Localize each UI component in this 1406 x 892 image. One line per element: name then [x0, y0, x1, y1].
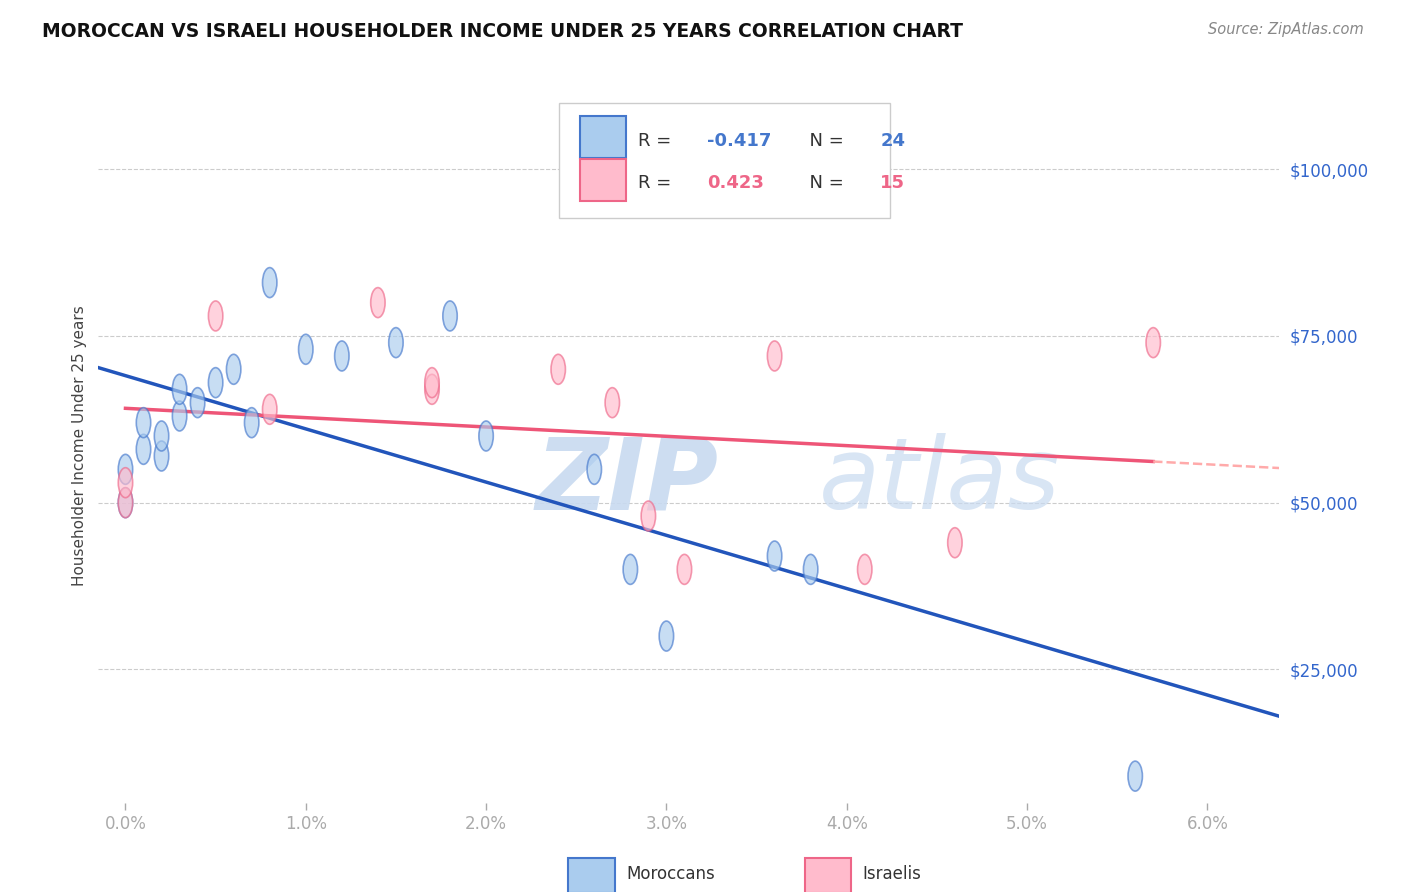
- Text: R =: R =: [638, 175, 683, 193]
- Ellipse shape: [371, 287, 385, 318]
- Ellipse shape: [263, 268, 277, 298]
- Text: N =: N =: [797, 175, 849, 193]
- Ellipse shape: [173, 401, 187, 431]
- Ellipse shape: [443, 301, 457, 331]
- Text: 24: 24: [880, 132, 905, 150]
- Ellipse shape: [118, 488, 132, 517]
- Y-axis label: Householder Income Under 25 years: Householder Income Under 25 years: [72, 306, 87, 586]
- Ellipse shape: [425, 368, 439, 398]
- Ellipse shape: [948, 528, 962, 558]
- Ellipse shape: [803, 554, 818, 584]
- Ellipse shape: [641, 501, 655, 531]
- Text: ZIP: ZIP: [536, 434, 718, 530]
- Text: MOROCCAN VS ISRAELI HOUSEHOLDER INCOME UNDER 25 YEARS CORRELATION CHART: MOROCCAN VS ISRAELI HOUSEHOLDER INCOME U…: [42, 22, 963, 41]
- Ellipse shape: [208, 368, 222, 398]
- Ellipse shape: [118, 454, 132, 484]
- Ellipse shape: [388, 327, 404, 358]
- Ellipse shape: [190, 388, 205, 417]
- Ellipse shape: [479, 421, 494, 451]
- Ellipse shape: [659, 621, 673, 651]
- Ellipse shape: [245, 408, 259, 438]
- Ellipse shape: [623, 554, 637, 584]
- Text: atlas: atlas: [818, 434, 1060, 530]
- Ellipse shape: [136, 434, 150, 465]
- Ellipse shape: [768, 541, 782, 571]
- Ellipse shape: [118, 467, 132, 498]
- Text: 0.423: 0.423: [707, 175, 763, 193]
- Ellipse shape: [588, 454, 602, 484]
- Ellipse shape: [118, 488, 132, 517]
- Ellipse shape: [605, 388, 620, 417]
- Ellipse shape: [155, 441, 169, 471]
- FancyBboxPatch shape: [804, 858, 851, 892]
- Ellipse shape: [768, 341, 782, 371]
- Ellipse shape: [335, 341, 349, 371]
- Ellipse shape: [678, 554, 692, 584]
- Text: R =: R =: [638, 132, 678, 150]
- Ellipse shape: [208, 301, 222, 331]
- Ellipse shape: [858, 554, 872, 584]
- Ellipse shape: [1146, 327, 1160, 358]
- FancyBboxPatch shape: [581, 116, 626, 159]
- Text: -0.417: -0.417: [707, 132, 770, 150]
- Ellipse shape: [1128, 761, 1143, 791]
- Ellipse shape: [173, 375, 187, 404]
- FancyBboxPatch shape: [581, 159, 626, 202]
- Text: Israelis: Israelis: [862, 865, 921, 883]
- Ellipse shape: [425, 375, 439, 404]
- Text: Source: ZipAtlas.com: Source: ZipAtlas.com: [1208, 22, 1364, 37]
- Ellipse shape: [298, 334, 314, 364]
- Ellipse shape: [155, 421, 169, 451]
- Text: Moroccans: Moroccans: [626, 865, 716, 883]
- Ellipse shape: [263, 394, 277, 425]
- FancyBboxPatch shape: [560, 103, 890, 218]
- Ellipse shape: [226, 354, 240, 384]
- FancyBboxPatch shape: [568, 858, 614, 892]
- Text: N =: N =: [797, 132, 849, 150]
- Text: 15: 15: [880, 175, 905, 193]
- Ellipse shape: [136, 408, 150, 438]
- Ellipse shape: [551, 354, 565, 384]
